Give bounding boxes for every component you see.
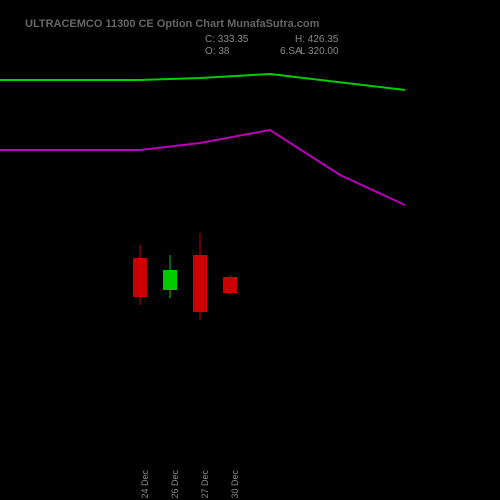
x-axis-label: 26 Dec [170,470,180,499]
x-axis-label: 27 Dec [200,470,210,499]
chart-canvas [0,0,500,500]
x-axis-label: 24 Dec [140,470,150,499]
indicator-line-green [0,74,405,90]
candlestick-series [133,233,237,320]
indicator-line-magenta [0,130,405,205]
x-axis-label: 30 Dec [230,470,240,499]
